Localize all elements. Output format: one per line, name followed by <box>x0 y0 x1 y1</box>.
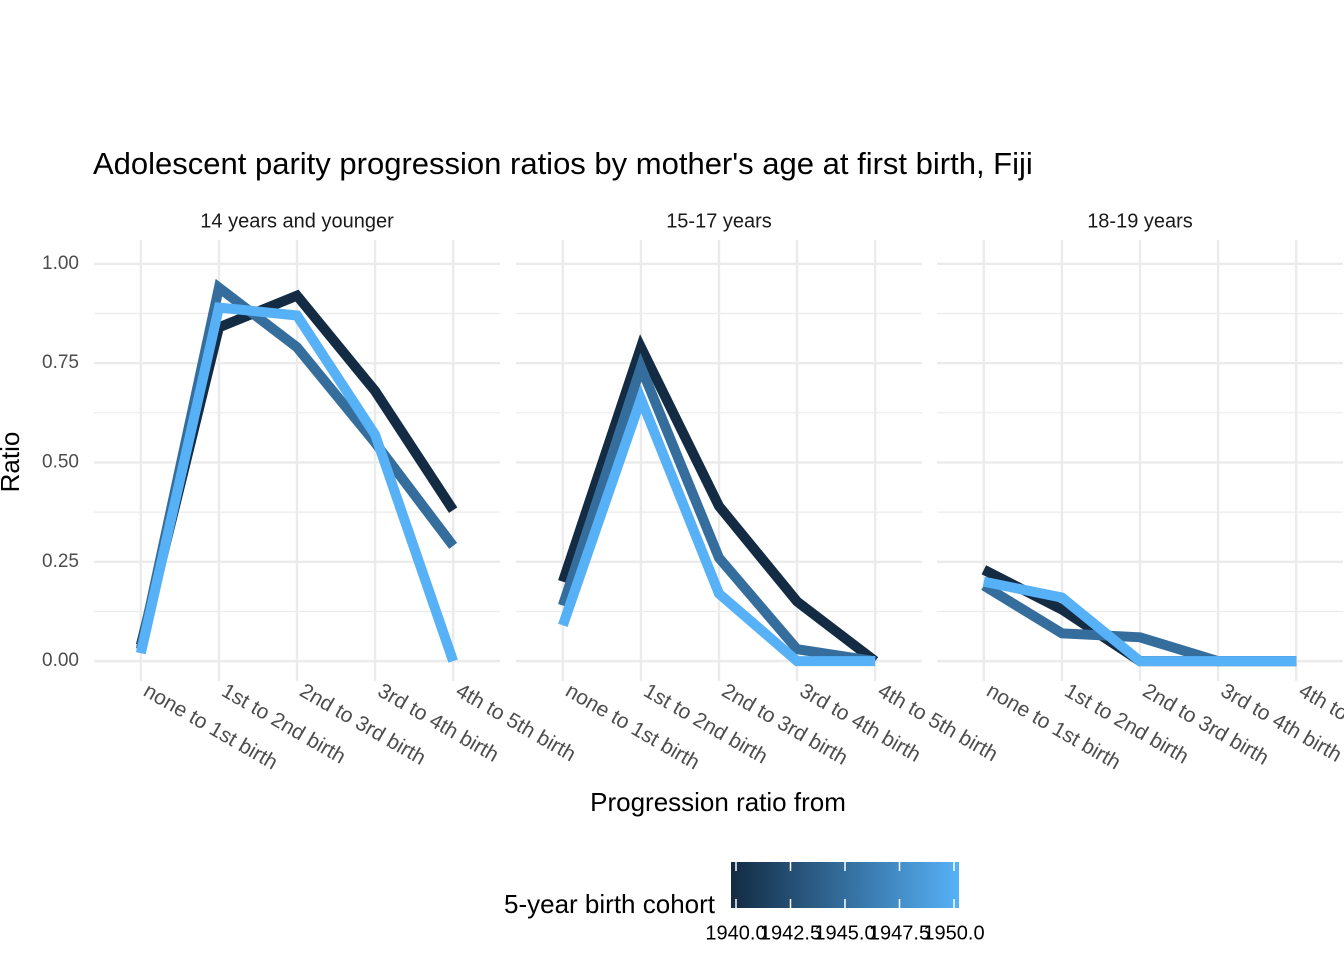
x-tick-label: none to 1st birth <box>140 679 282 774</box>
legend-label: 1942.5 <box>760 922 821 944</box>
y-tick-label: 0.75 <box>42 352 79 373</box>
series-line <box>135 302 458 663</box>
chart-title: Adolescent parity progression ratios by … <box>93 146 1033 181</box>
x-tick-label: none to 1st birth <box>983 679 1125 774</box>
facet-title: 18-19 years <box>1087 210 1193 232</box>
legend-label: 1945.0 <box>814 922 875 944</box>
y-tick-label: 0.25 <box>42 551 79 572</box>
legend-label: 1947.5 <box>869 922 930 944</box>
x-tick-label: none to 1st birth <box>562 679 704 774</box>
series-line <box>558 334 879 666</box>
x-axis-title: Progression ratio from <box>590 787 846 817</box>
y-tick-label: 0.00 <box>42 650 79 671</box>
legend-title: 5-year birth cohort <box>504 889 716 919</box>
series-line <box>558 384 876 667</box>
y-tick-label: 0.50 <box>42 452 79 473</box>
legend-label: 1950.0 <box>923 922 984 944</box>
y-axis-title: Ratio <box>0 432 25 493</box>
facet-title: 15-17 years <box>666 210 772 232</box>
legend-label: 1940.0 <box>705 922 766 944</box>
y-tick-label: 1.00 <box>42 253 79 274</box>
facet-title: 14 years and younger <box>200 210 394 232</box>
series-line <box>558 352 876 667</box>
series-line <box>982 576 1297 667</box>
